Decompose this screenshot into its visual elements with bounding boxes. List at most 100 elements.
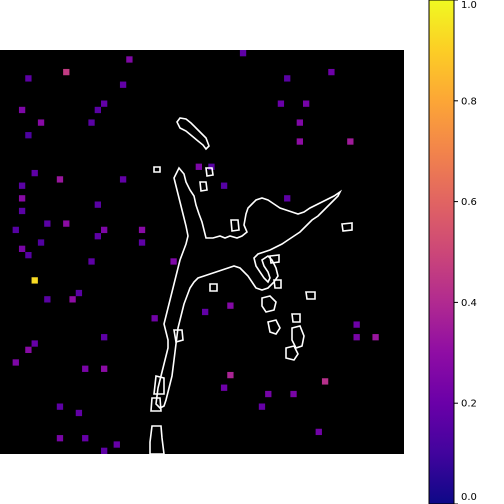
- outline-blob: [230, 219, 240, 232]
- heatmap-cell: [290, 390, 297, 398]
- heatmap-cell: [296, 119, 303, 126]
- heatmap-cell: [25, 252, 32, 259]
- heatmap-cell: [18, 207, 26, 215]
- heatmap: [0, 50, 404, 455]
- colorbar: 0.0 0.2 0.4 0.6 0.8 1.0: [428, 0, 477, 504]
- heatmap-cell: [138, 226, 146, 234]
- heatmap-cell: [69, 296, 76, 303]
- heatmap-cell: [303, 100, 310, 107]
- outline-blob: [205, 167, 214, 177]
- heatmap-cell: [88, 258, 95, 265]
- heatmap-cell: [208, 163, 215, 170]
- outline-blob: [291, 313, 301, 323]
- heatmap-cell: [25, 75, 32, 82]
- outline-blob: [305, 291, 316, 300]
- heatmap-cell: [284, 75, 291, 82]
- heatmap-cell: [12, 226, 19, 234]
- heatmap-cell: [37, 119, 45, 126]
- heatmap-cell: [353, 334, 360, 341]
- heatmap-cells: [12, 50, 379, 454]
- heatmap-cell: [227, 371, 234, 379]
- heatmap-cell: [315, 428, 322, 436]
- heatmap-cell: [101, 447, 108, 454]
- heatmap-cell: [31, 169, 38, 177]
- heatmap-cell: [239, 50, 247, 57]
- colorbar-tick-label: 0.4: [461, 298, 477, 309]
- heatmap-cell: [328, 68, 335, 76]
- heatmap-cell: [119, 81, 127, 88]
- heatmap-cell: [265, 390, 272, 398]
- heatmap-cell: [321, 378, 329, 385]
- heatmap-cell: [347, 138, 354, 145]
- heatmap-cell: [44, 220, 51, 227]
- outline-blob: [273, 279, 282, 289]
- heatmap-cell: [12, 359, 19, 366]
- heatmap-cell: [18, 195, 26, 202]
- heatmap-cell: [18, 106, 26, 114]
- heatmap-cell: [25, 132, 32, 139]
- heatmap-cell: [202, 308, 209, 316]
- heatmap-cell: [151, 315, 158, 322]
- heatmap-cell: [82, 435, 89, 442]
- heatmap-cell: [94, 233, 101, 240]
- colorbar-tick-label: 0.0: [461, 492, 477, 503]
- heatmap-cell: [63, 220, 70, 227]
- heatmap-cell: [82, 365, 89, 372]
- colorbar-gradient: [428, 0, 455, 504]
- heatmap-cell: [101, 226, 108, 234]
- white-outline: [149, 117, 353, 455]
- heatmap-cell: [353, 321, 360, 328]
- heatmap-cell: [170, 258, 177, 265]
- heatmap-cell: [44, 296, 51, 303]
- outline-blob: [261, 295, 277, 313]
- outline-blob: [153, 166, 161, 173]
- heatmap-cell: [284, 195, 291, 202]
- heatmap-cell: [101, 334, 108, 341]
- heatmap-cell: [88, 119, 95, 126]
- colorbar-ticks: 0.0 0.2 0.4 0.6 0.8 1.0: [454, 0, 477, 504]
- heatmap-cell: [227, 302, 234, 309]
- heatmap-cell: [56, 403, 64, 410]
- heatmap-cell: [101, 100, 108, 107]
- colorbar-tick-label: 0.6: [461, 197, 477, 208]
- heatmap-cell: [75, 289, 83, 297]
- heatmap-cell: [75, 409, 83, 417]
- outline-blob: [285, 345, 299, 361]
- heatmap-cell: [220, 182, 228, 189]
- heatmap-cell: [220, 384, 228, 391]
- heatmap-background: [0, 50, 404, 454]
- heatmap-cell: [63, 68, 70, 76]
- outline-blob: [267, 319, 281, 335]
- heatmap-cell: [195, 163, 202, 170]
- outline-blob: [341, 222, 353, 232]
- heatmap-cell: [37, 239, 45, 246]
- heatmap-cell: [31, 340, 38, 347]
- heatmap-cell: [138, 239, 146, 246]
- outline-blob: [149, 425, 165, 455]
- heatmap-cell: [113, 441, 120, 448]
- heatmap-cell: [94, 201, 101, 208]
- outline-blob: [291, 325, 305, 349]
- heatmap-cell: [25, 346, 32, 353]
- heatmap-cell: [119, 176, 127, 183]
- heatmap-cell: [31, 277, 38, 284]
- outline-blob: [150, 397, 162, 412]
- heatmap-cell: [94, 106, 101, 114]
- colorbar-tick-label: 0.8: [461, 96, 477, 107]
- heatmap-cell: [56, 176, 64, 183]
- outline-blob: [269, 254, 280, 264]
- heatmap-cell: [372, 334, 379, 341]
- heatmap-cell: [277, 100, 285, 107]
- heatmap-cell: [126, 56, 133, 63]
- heatmap-cell: [296, 138, 303, 145]
- outline-blob: [153, 375, 165, 395]
- outline-blob: [173, 329, 184, 344]
- colorbar-tick-label: 0.2: [461, 399, 477, 410]
- outline-blob: [199, 181, 208, 192]
- heatmap-cell: [258, 403, 266, 410]
- outline-main-structure: [155, 117, 343, 409]
- heatmap-cell: [101, 365, 108, 372]
- heatmap-cell: [56, 435, 64, 442]
- heatmap-cell: [18, 245, 26, 252]
